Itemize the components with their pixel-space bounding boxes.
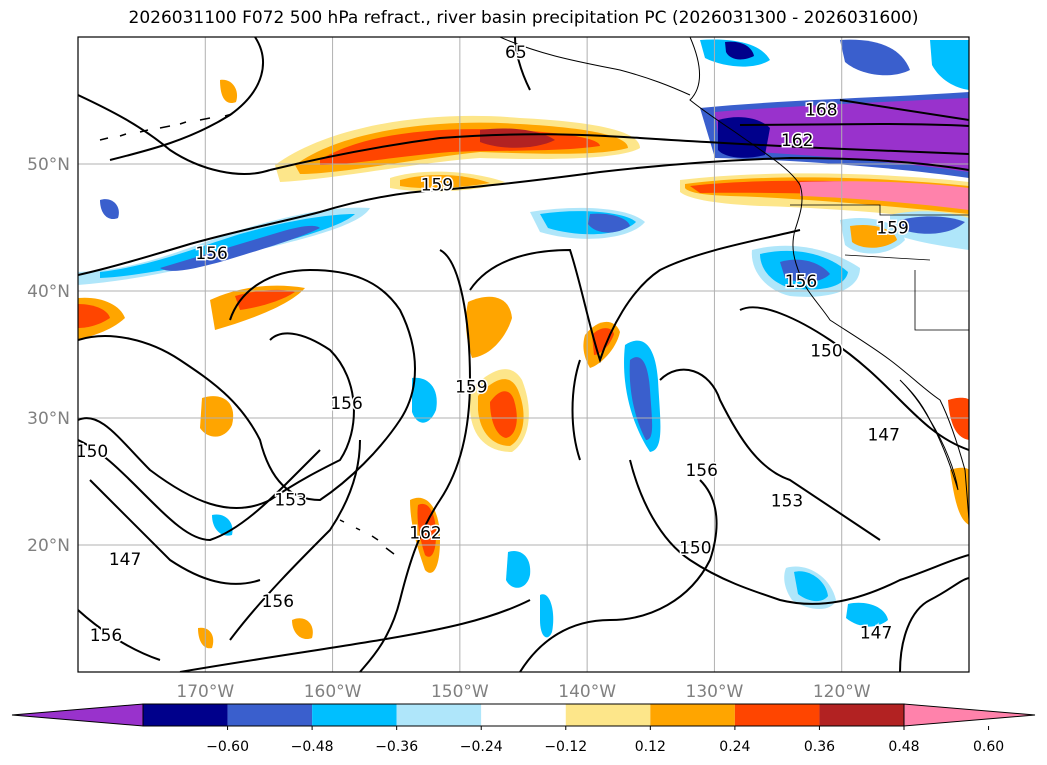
colorbar-tick-label: 0.36 xyxy=(804,739,835,755)
colorbar-segment xyxy=(565,704,651,726)
coastlines xyxy=(99,37,969,555)
colorbar-tick-label: 0.48 xyxy=(888,739,919,755)
contour-label: 65 xyxy=(505,43,527,63)
longitude-labels: 170°W 160°W 150°W 140°W 130°W 120°W xyxy=(176,682,870,702)
contour-153-east xyxy=(629,459,969,605)
hawaii-islands xyxy=(339,519,395,555)
contour-label: 147 xyxy=(867,426,899,446)
baja-coast xyxy=(899,379,959,491)
contour-label: 150 xyxy=(810,342,842,362)
colorbar-tick-label: −0.12 xyxy=(544,739,587,755)
colorbar-extend-high xyxy=(903,703,1036,727)
contour-65 xyxy=(514,37,531,91)
lat-label: 30°N xyxy=(27,409,70,429)
map-frame xyxy=(77,36,970,673)
nw-warm-band xyxy=(680,173,969,222)
north-america-coast xyxy=(689,37,969,521)
contour-label-layer: 65 168 162 159 159 156 156 150 156 159 150 147 156 15… xyxy=(74,42,910,648)
lat-label: 20°N xyxy=(27,536,70,556)
contour-150-east xyxy=(739,306,969,451)
contour-label: 156 xyxy=(90,626,122,646)
pacific-orange-band xyxy=(275,115,640,192)
lon-label: 130°W xyxy=(686,682,744,702)
contour-label: 156 xyxy=(785,272,817,292)
lon-label: 140°W xyxy=(558,682,616,702)
contour-label: 156 xyxy=(195,244,227,264)
contour-156-south xyxy=(78,439,361,661)
contour-168 xyxy=(839,99,969,121)
colorbar-outline xyxy=(142,703,905,727)
contour-159 xyxy=(269,133,969,171)
lon-label: 160°W xyxy=(304,682,362,702)
contour-label: 162 xyxy=(409,523,441,543)
colorbar-extend-low xyxy=(11,703,144,727)
colorbar-segment xyxy=(227,704,313,726)
colorbar-segment xyxy=(312,704,397,726)
latitude-labels: 50°N 40°N 30°N 20°N xyxy=(27,155,70,556)
nw-purple-band xyxy=(700,92,969,178)
contour-150-south xyxy=(519,479,718,672)
lon-label: 170°W xyxy=(176,682,234,702)
contour-162 xyxy=(739,122,969,127)
contour-label: 156 xyxy=(685,461,717,481)
colorbar-tick-label: 0.24 xyxy=(719,739,750,755)
contour-label: 159 xyxy=(876,219,908,239)
contour-label: 153 xyxy=(274,490,306,510)
western-blue-band xyxy=(78,207,645,285)
contour-label: 150 xyxy=(76,442,108,462)
contour-label: 147 xyxy=(860,624,892,644)
contour-mid-pacific xyxy=(78,268,416,502)
contour-159-center xyxy=(359,249,472,672)
colorbar-tick-label: −0.60 xyxy=(206,739,249,755)
contour-label: 147 xyxy=(109,550,141,570)
contour-lines xyxy=(78,37,969,672)
scattered-cells xyxy=(78,39,969,649)
colorbar-segment xyxy=(650,704,735,726)
contour-east-loop xyxy=(571,359,881,541)
lon-label: 150°W xyxy=(431,682,489,702)
aleutian-islands xyxy=(99,113,233,141)
lat-label: 50°N xyxy=(27,155,70,175)
contour-label: 162 xyxy=(781,131,813,151)
contour-label: 156 xyxy=(330,394,362,414)
contour-label: 159 xyxy=(455,377,487,397)
contour-label: 153 xyxy=(771,492,803,512)
contour-150 xyxy=(78,439,321,542)
contour-label: 159 xyxy=(421,175,453,195)
colorbar-tick-label: −0.36 xyxy=(375,739,418,755)
contour-label: 168 xyxy=(805,100,837,120)
gridlines xyxy=(78,37,969,672)
shading-layer xyxy=(78,39,969,649)
contour-156-jet xyxy=(78,156,969,276)
contour-147 xyxy=(89,479,261,585)
contour-label: 156 xyxy=(262,592,294,612)
map-title: 2026031100 F072 500 hPa refract., river … xyxy=(128,8,919,28)
contour-153 xyxy=(78,332,355,509)
colorbar-segment xyxy=(143,704,228,726)
contour-label: 150 xyxy=(679,539,711,559)
colorbar-tick-label: −0.24 xyxy=(460,739,503,755)
colorbar-tick-label: 0.60 xyxy=(973,739,1004,755)
colorbar-tick-label: −0.48 xyxy=(291,739,334,755)
lat-label: 40°N xyxy=(27,282,70,302)
colorbar-segment xyxy=(734,704,820,726)
contour-147-south xyxy=(899,577,969,672)
alaska-coast xyxy=(499,37,691,96)
contour-north xyxy=(78,37,271,175)
colorbar-segment xyxy=(396,704,482,726)
colorbar-segment xyxy=(481,704,566,726)
colorbar-segment xyxy=(819,704,904,726)
contour-seast xyxy=(179,599,531,672)
lon-label: 120°W xyxy=(813,682,871,702)
us-border xyxy=(790,204,969,331)
colorbar-tick-label: 0.12 xyxy=(635,739,666,755)
colorbar: −0.60 −0.48 −0.36 −0.24 −0.12 0.12 0.24 0.36 0.4… xyxy=(11,703,1036,755)
contour-162-center xyxy=(469,229,801,364)
